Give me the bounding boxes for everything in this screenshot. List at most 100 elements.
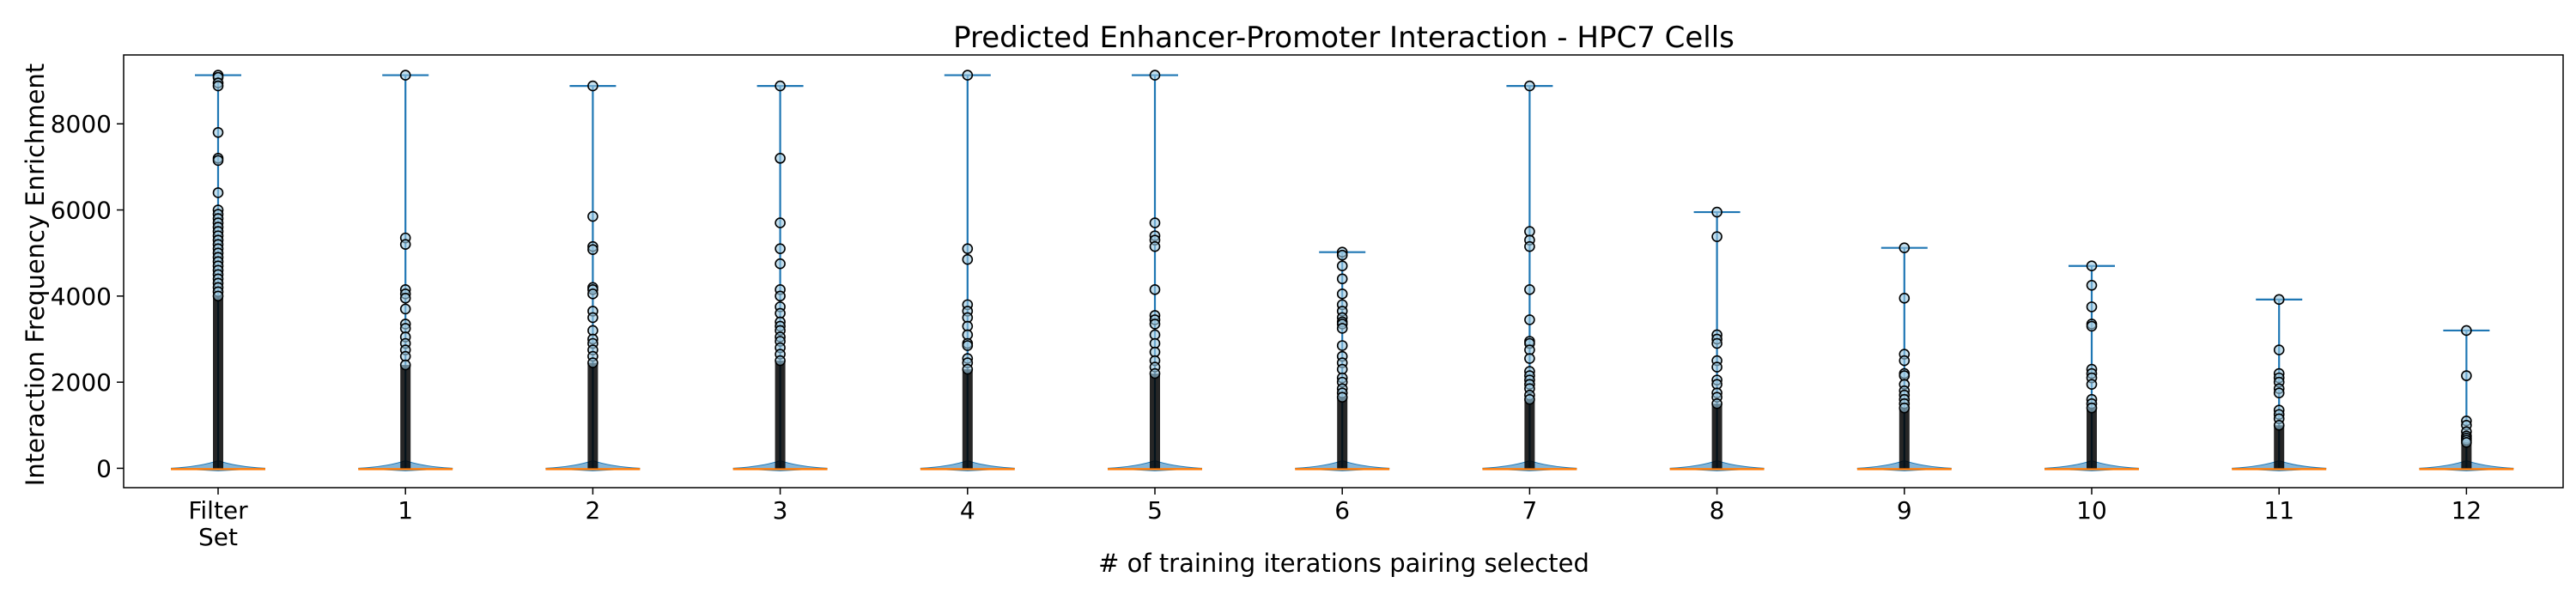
- outlier-point: [1336, 340, 1348, 351]
- outlier-point: [962, 243, 974, 254]
- outlier-point: [2086, 379, 2098, 390]
- x-tick-label: 6: [1334, 496, 1350, 525]
- outlier-point: [212, 80, 224, 92]
- outlier-point: [1336, 260, 1348, 272]
- outlier-point: [2086, 320, 2098, 332]
- y-axis-title: Interaction Frequency Enrichment: [21, 64, 50, 486]
- outlier-point: [1524, 240, 1535, 252]
- outlier-point: [962, 340, 974, 351]
- outlier-point: [1524, 80, 1535, 92]
- outlier-point: [1711, 398, 1722, 410]
- violin-group: 3: [732, 80, 828, 525]
- violin-group: 12: [2419, 325, 2514, 525]
- violin-group: 11: [2232, 294, 2327, 525]
- dense-outlier-column: [1899, 408, 1910, 469]
- dense-outlier-column: [587, 362, 598, 469]
- outlier-point: [2273, 419, 2285, 431]
- chart-title: Predicted Enhancer-Promoter Interaction …: [953, 21, 1735, 55]
- outlier-point: [399, 239, 411, 250]
- x-tick-label: 11: [2263, 496, 2294, 525]
- x-tick-label: 7: [1522, 496, 1537, 525]
- x-tick-label: 8: [1710, 496, 1725, 525]
- x-axis-title: # of training iterations pairing selecte…: [1098, 549, 1589, 578]
- outlier-point: [2461, 370, 2472, 381]
- x-tick-label: 4: [960, 496, 975, 525]
- outlier-point: [2086, 402, 2098, 414]
- outlier-point: [587, 357, 598, 368]
- x-tick-label: Set: [198, 523, 238, 551]
- x-tick-label: 3: [773, 496, 788, 525]
- outlier-point: [1336, 273, 1348, 285]
- y-tick-label: 2000: [51, 368, 112, 397]
- outlier-point: [2086, 301, 2098, 313]
- outlier-point: [962, 253, 974, 265]
- outlier-point: [1336, 323, 1348, 334]
- outlier-point: [2273, 294, 2285, 306]
- violin-group: 9: [1856, 242, 1952, 525]
- dense-outlier-column: [962, 369, 973, 469]
- dense-outlier-column: [213, 295, 223, 469]
- x-tick-label: 9: [1897, 496, 1912, 525]
- outlier-point: [1336, 249, 1348, 261]
- outlier-point: [1524, 353, 1535, 364]
- y-tick-label: 4000: [51, 282, 112, 311]
- x-tick-label: 2: [585, 496, 600, 525]
- y-tick-label: 0: [96, 454, 112, 483]
- outlier-point: [1149, 217, 1161, 228]
- violin-group: 6: [1295, 246, 1390, 525]
- dense-outlier-column: [2274, 425, 2285, 469]
- outlier-point: [775, 355, 786, 367]
- outlier-point: [962, 363, 974, 375]
- outlier-point: [587, 80, 598, 92]
- violin-group: 2: [545, 80, 641, 525]
- outlier-point: [1336, 288, 1348, 300]
- outlier-point: [1899, 355, 1911, 367]
- dense-outlier-column: [1524, 399, 1535, 469]
- x-tick-label: 10: [2076, 496, 2107, 525]
- outlier-point: [399, 303, 411, 315]
- outlier-point: [1149, 70, 1161, 81]
- violin-group: 8: [1669, 206, 1765, 525]
- outlier-point: [1899, 293, 1911, 304]
- outlier-point: [1524, 393, 1535, 405]
- outlier-point: [775, 80, 786, 92]
- x-tick-label: 1: [398, 496, 413, 525]
- dense-outlier-column: [1337, 397, 1348, 469]
- outlier-point: [775, 258, 786, 270]
- outlier-point: [962, 70, 974, 81]
- outlier-point: [775, 290, 786, 302]
- outlier-point: [1899, 402, 1911, 414]
- dense-outlier-column: [2087, 408, 2097, 469]
- outlier-point: [1524, 284, 1535, 295]
- outlier-point: [775, 217, 786, 228]
- outlier-point: [1336, 392, 1348, 403]
- outlier-point: [1149, 284, 1161, 295]
- dense-outlier-column: [2461, 442, 2472, 469]
- outlier-point: [399, 293, 411, 304]
- outlier-point: [1524, 314, 1535, 325]
- violin-group: 7: [1482, 80, 1577, 525]
- outlier-point: [1711, 337, 1722, 349]
- outlier-point: [775, 153, 786, 164]
- outlier-point: [1711, 361, 1722, 373]
- dense-outlier-column: [400, 365, 411, 469]
- outlier-point: [1149, 240, 1161, 252]
- outlier-point: [212, 187, 224, 198]
- outlier-point: [399, 70, 411, 81]
- outlier-point: [587, 288, 598, 300]
- outlier-point: [1899, 242, 1911, 253]
- outlier-point: [2273, 344, 2285, 355]
- outlier-point: [1149, 319, 1161, 330]
- outlier-point: [587, 210, 598, 222]
- outlier-point: [2086, 260, 2098, 272]
- outlier-point: [587, 312, 598, 324]
- dense-outlier-column: [1150, 373, 1160, 469]
- x-tick-label: 5: [1147, 496, 1163, 525]
- outlier-point: [212, 290, 224, 302]
- dense-outlier-column: [775, 361, 786, 469]
- dense-outlier-column: [1711, 404, 1722, 469]
